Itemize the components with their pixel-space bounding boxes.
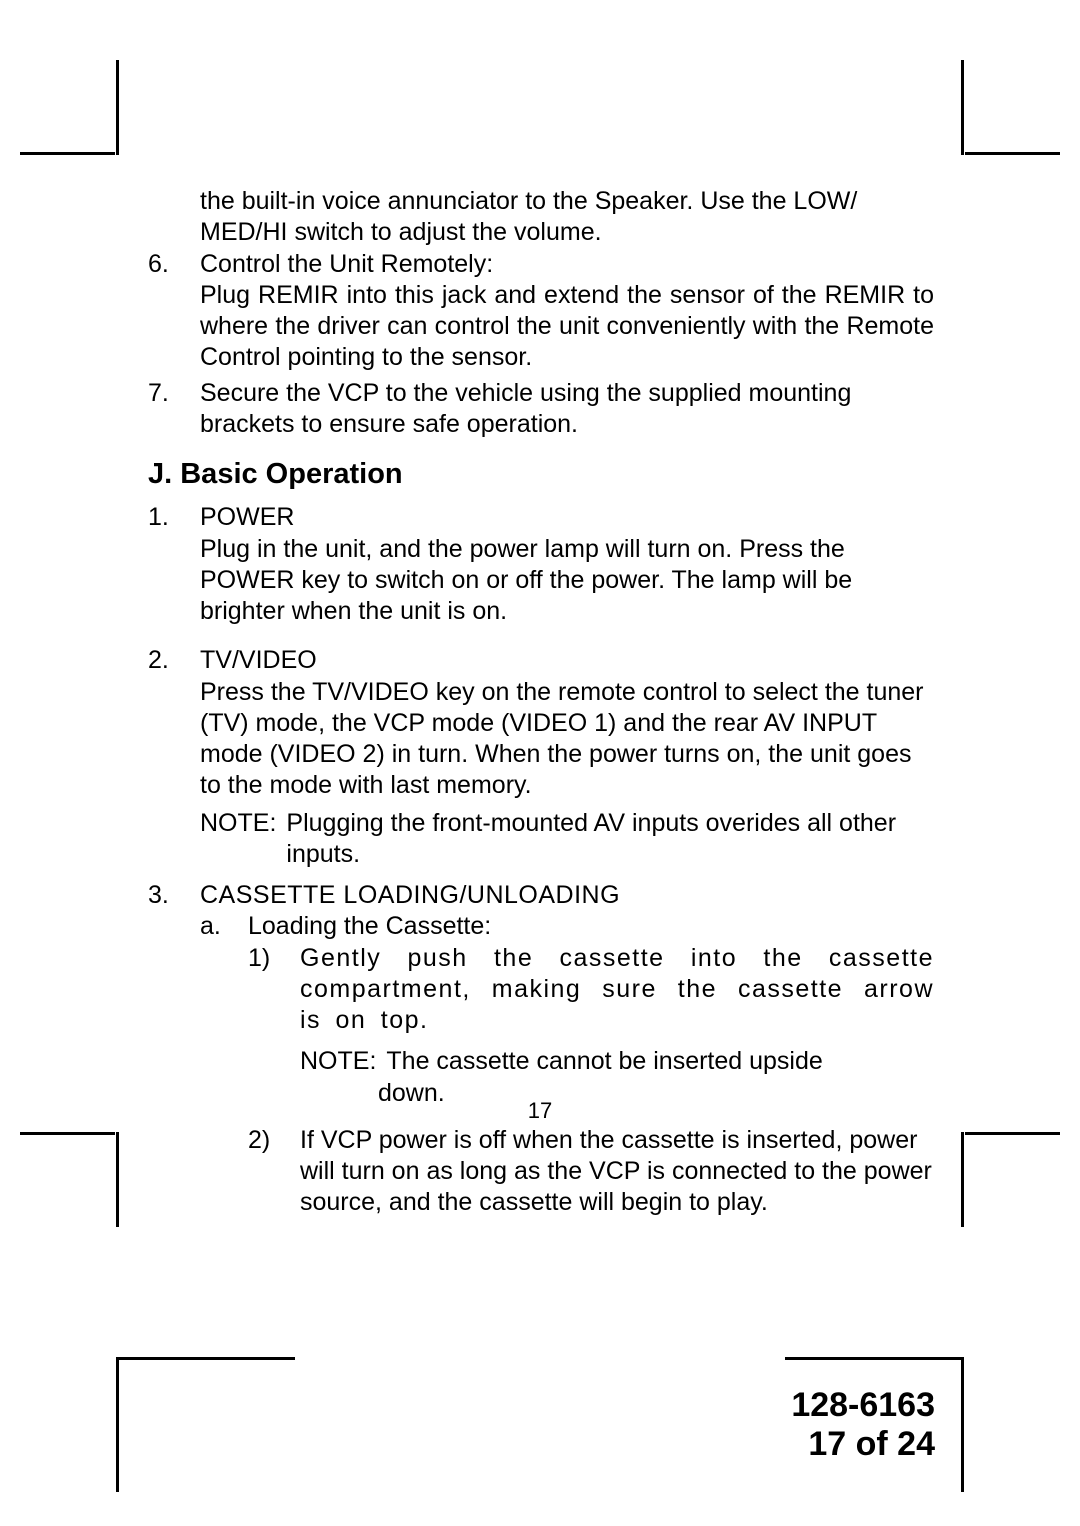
item-title: Control the Unit Remotely: [200, 249, 934, 280]
body-text: the built-in voice annunciator to the Sp… [200, 186, 934, 217]
note-label: NOTE: [300, 1046, 386, 1077]
item-title: TV/VIDEO [200, 645, 934, 676]
list-number: 3. [148, 880, 169, 911]
body-text: Press the TV/VIDEO key on the remote con… [200, 677, 934, 802]
item-title: CASSETTE LOADING/UNLOADING [200, 880, 934, 911]
section-heading: J. Basic Operation [148, 456, 934, 492]
list-number: a. [200, 911, 221, 942]
list-item: 1. POWER Plug in the unit, and the power… [148, 502, 934, 627]
list-number: 2. [148, 645, 169, 676]
body-text: MED/HI switch to adjust the volume. [200, 217, 934, 248]
list-item: a. Loading the Cassette: 1) Gently push … [200, 911, 934, 1218]
body-text: Secure the VCP to the vehicle using the … [200, 378, 934, 441]
list-number: 2) [248, 1125, 270, 1156]
crop-mark [116, 1132, 119, 1227]
footer-code: 128-6163 [791, 1386, 935, 1425]
footer: 128-6163 17 of 24 [791, 1386, 935, 1464]
list-item: 2) If VCP power is off when the cassette… [248, 1125, 934, 1219]
list-item: 1) Gently push the cassette into the cas… [248, 943, 934, 1109]
list-item: 2. TV/VIDEO Press the TV/VIDEO key on th… [148, 645, 934, 870]
crop-mark [965, 152, 1060, 155]
item-title: POWER [200, 502, 934, 533]
page-content: the built-in voice annunciator to the Sp… [148, 186, 934, 1225]
body-text: Plug REMIR into this jack and extend the… [200, 280, 934, 374]
crop-mark [20, 152, 115, 155]
page-number: 17 [0, 1098, 1080, 1124]
footer-page: 17 of 24 [791, 1425, 935, 1464]
list-item: 7. Secure the VCP to the vehicle using t… [148, 378, 934, 441]
crop-mark [119, 1357, 295, 1360]
body-text: Gently push the cassette into the casset… [300, 943, 934, 1037]
list-item: 6. Control the Unit Remotely: Plug REMIR… [148, 249, 934, 374]
crop-mark [961, 1357, 964, 1492]
continuation-text: the built-in voice annunciator to the Sp… [148, 186, 934, 249]
body-text: If VCP power is off when the cassette is… [300, 1125, 934, 1219]
body-text: Plug in the unit, and the power lamp wil… [200, 534, 934, 628]
item-title: Loading the Cassette: [248, 911, 934, 942]
crop-mark [20, 1132, 115, 1135]
note: NOTE: The cassette cannot be inserted up… [300, 1046, 934, 1077]
crop-mark [785, 1357, 961, 1360]
list-item: 3. CASSETTE LOADING/UNLOADING a. Loading… [148, 880, 934, 1219]
note: NOTE: Plugging the front-mounted AV inpu… [200, 808, 934, 871]
list-number: 1. [148, 502, 169, 533]
list-number: 7. [148, 378, 169, 409]
note-body: Plugging the front-mounted AV inputs ove… [286, 808, 934, 871]
note-body: The cassette cannot be inserted upside [386, 1046, 934, 1077]
list-number: 1) [248, 943, 270, 974]
crop-mark [961, 60, 964, 155]
crop-mark [961, 1132, 964, 1227]
crop-mark [116, 1357, 119, 1492]
note-label: NOTE: [200, 808, 286, 871]
list-number: 6. [148, 249, 169, 280]
crop-mark [116, 60, 119, 155]
crop-mark [965, 1132, 1060, 1135]
